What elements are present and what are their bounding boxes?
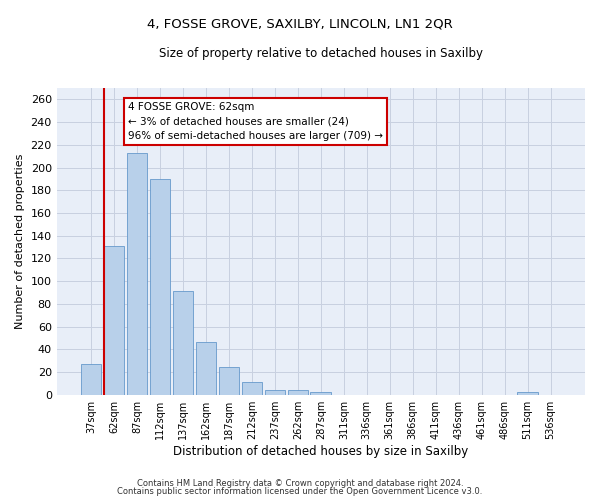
Bar xyxy=(242,382,262,394)
Bar xyxy=(310,392,331,394)
Text: Contains HM Land Registry data © Crown copyright and database right 2024.: Contains HM Land Registry data © Crown c… xyxy=(137,478,463,488)
Bar xyxy=(196,342,216,394)
Bar xyxy=(265,390,285,394)
Bar xyxy=(149,179,170,394)
Bar xyxy=(104,246,124,394)
Text: 4 FOSSE GROVE: 62sqm
← 3% of detached houses are smaller (24)
96% of semi-detach: 4 FOSSE GROVE: 62sqm ← 3% of detached ho… xyxy=(128,102,383,141)
Bar xyxy=(287,390,308,394)
X-axis label: Distribution of detached houses by size in Saxilby: Distribution of detached houses by size … xyxy=(173,444,469,458)
Title: Size of property relative to detached houses in Saxilby: Size of property relative to detached ho… xyxy=(159,48,483,60)
Text: 4, FOSSE GROVE, SAXILBY, LINCOLN, LN1 2QR: 4, FOSSE GROVE, SAXILBY, LINCOLN, LN1 2Q… xyxy=(147,18,453,30)
Bar xyxy=(517,392,538,394)
Y-axis label: Number of detached properties: Number of detached properties xyxy=(15,154,25,329)
Bar xyxy=(173,292,193,395)
Bar xyxy=(218,368,239,394)
Bar xyxy=(80,364,101,394)
Bar xyxy=(127,153,148,394)
Text: Contains public sector information licensed under the Open Government Licence v3: Contains public sector information licen… xyxy=(118,487,482,496)
